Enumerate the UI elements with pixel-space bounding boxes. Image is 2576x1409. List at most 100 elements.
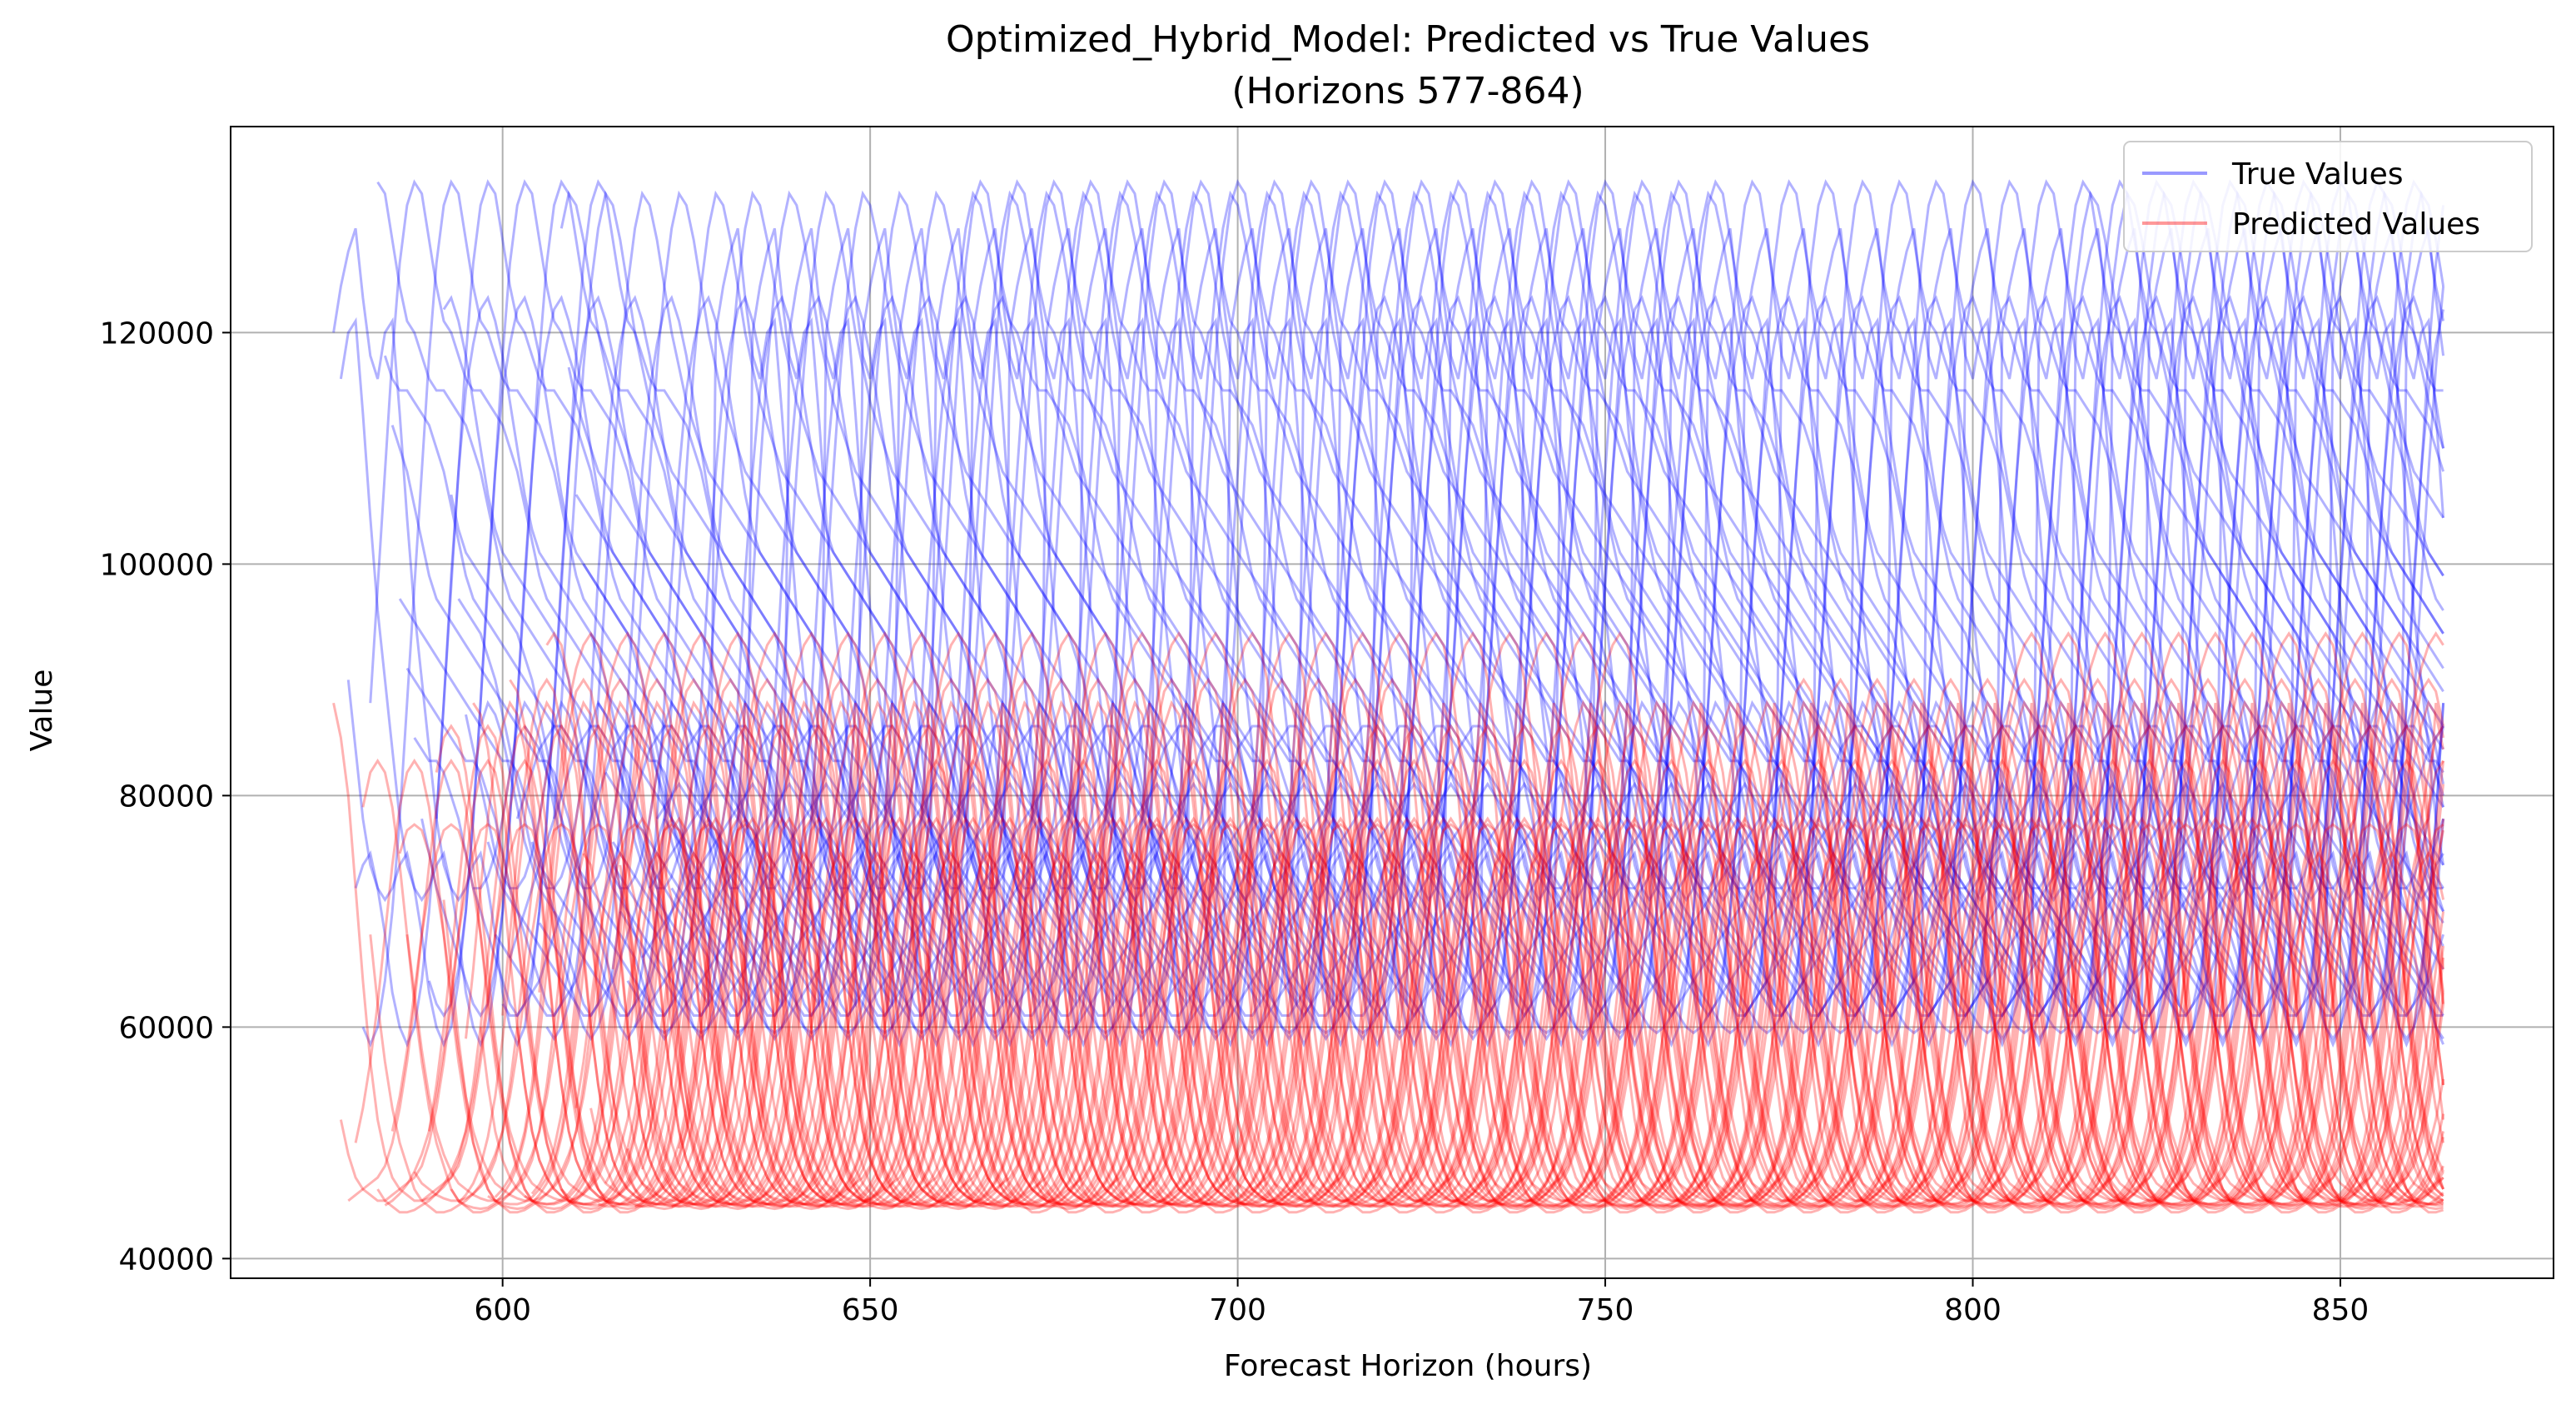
x-tick-label: 600 [474, 1293, 531, 1327]
series-line [545, 179, 2445, 1048]
y-tick-label: 40000 [118, 1242, 214, 1277]
series-line [435, 179, 2444, 1048]
series-line [332, 179, 2437, 1048]
legend-label: True Values [2231, 157, 2404, 192]
series-line [589, 179, 2444, 1048]
series-line [574, 677, 2444, 1214]
series-line [501, 631, 2445, 1214]
x-tick-label: 750 [1577, 1293, 1634, 1327]
series-line [678, 179, 2444, 1048]
series-line [626, 179, 2444, 1048]
series-line [465, 630, 2444, 1214]
series-line [567, 179, 2445, 1048]
series-line [420, 179, 2444, 1048]
series-line [332, 630, 2445, 1214]
series-line [450, 631, 2444, 1214]
series-line [339, 179, 2445, 1048]
series-line [487, 631, 2444, 1214]
series-line [670, 179, 2444, 1048]
series-line [501, 179, 2444, 1048]
series-line [354, 179, 2445, 1048]
series-line [405, 179, 2445, 1048]
series-line [486, 179, 2444, 1048]
series-line [479, 630, 2444, 1214]
series-line [515, 179, 2445, 1048]
series-line [465, 179, 2445, 1048]
legend-label: Predicted Values [2232, 207, 2480, 241]
y-tick-label: 120000 [100, 316, 214, 351]
series-line [648, 630, 2445, 1214]
chart-subtitle: (Horizons 577-864) [1231, 70, 1584, 112]
series-line [597, 179, 2445, 1048]
series-line [553, 677, 2445, 1214]
series-predicted-values [332, 630, 2445, 1214]
series-line [398, 630, 2444, 1214]
series-line [626, 631, 2444, 1214]
series-line [413, 179, 2444, 1048]
series-line [582, 179, 2444, 1048]
series-line [398, 179, 2444, 1048]
series-line [442, 630, 2444, 1214]
series-line [339, 631, 2445, 1214]
series-line [346, 179, 2445, 1048]
series-line [384, 630, 2445, 1211]
series-line [427, 179, 2444, 1048]
series-line [376, 631, 2444, 1214]
series-line [413, 630, 2445, 1214]
axes-frame [230, 126, 2554, 1279]
series-line [494, 630, 2445, 1214]
series-line [649, 179, 2444, 1048]
series-line [619, 179, 2445, 1048]
series-line [611, 631, 2444, 1214]
y-tick-label: 60000 [118, 1011, 214, 1045]
series-line [582, 677, 2445, 1214]
series-line [604, 630, 2445, 1214]
series-line [545, 630, 2445, 1214]
series-line [574, 179, 2444, 1048]
series-line [530, 631, 2444, 1214]
series-line [369, 179, 2444, 1045]
series-line [598, 631, 2444, 1214]
series-line [405, 631, 2444, 1214]
series-line [435, 631, 2444, 1214]
series-line [568, 677, 2444, 1214]
series-line [427, 630, 2445, 1214]
plot-area: 600 650 700 750 800 850 40000 60000 80000 100000 1… [100, 126, 2554, 1327]
series-line [604, 179, 2445, 1048]
series-line [472, 631, 2445, 1214]
y-tick-label: 80000 [118, 779, 214, 814]
series-line [515, 631, 2445, 1214]
series-line [634, 630, 2445, 1214]
series-line [538, 631, 2445, 1214]
series-line [655, 631, 2444, 1214]
series-line [560, 677, 2445, 1214]
x-tick-label: 650 [842, 1293, 899, 1327]
series-line [347, 630, 2445, 1214]
x-axis-label: Forecast Horizon (hours) [1224, 1349, 1592, 1383]
series-line [663, 179, 2444, 1048]
y-axis-label: Value [25, 670, 59, 752]
series-line [634, 179, 2444, 1048]
series-line [421, 631, 2444, 1214]
series-line [589, 677, 2445, 1214]
series-line [559, 179, 2444, 1048]
series-line [619, 630, 2444, 1214]
series-line [383, 190, 2445, 1048]
series-line [671, 631, 2445, 1214]
series-line [390, 631, 2445, 1211]
series-line [524, 630, 2444, 1214]
series-line [457, 631, 2445, 1214]
series-line [509, 630, 2445, 1214]
series-line [530, 179, 2444, 1048]
series-line [494, 179, 2445, 1048]
series-line [678, 631, 2445, 1214]
x-tick-label: 850 [2312, 1293, 2370, 1327]
series-line [553, 179, 2445, 1048]
series-line [479, 179, 2444, 1048]
y-tick-label: 100000 [100, 548, 214, 582]
series-line [473, 179, 2445, 1048]
series-line [457, 179, 2445, 1048]
chart-title: Optimized_Hybrid_Model: Predicted vs Tru… [946, 18, 1870, 61]
series-line [450, 179, 2444, 1048]
